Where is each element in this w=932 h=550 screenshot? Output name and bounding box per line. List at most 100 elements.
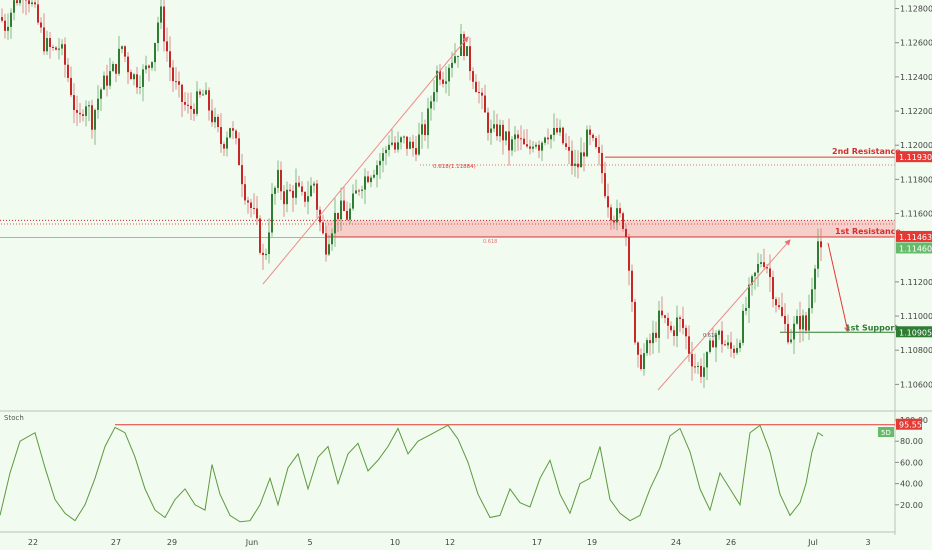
candle-body [820,241,822,248]
price-tick-label: 1.12600 [900,39,932,48]
candle-body [397,142,399,150]
candle-body [415,148,417,155]
candle-body [382,153,384,161]
candle-body [355,190,357,194]
time-tick-label: 27 [111,538,121,547]
time-tick-label: 29 [167,538,177,547]
stoch-line [0,424,824,523]
candle-body [505,131,507,141]
price-tick-label: 1.10600 [900,380,932,389]
candle-body [193,108,195,114]
candle-body [136,74,138,88]
price-tick-label: 1.12000 [900,141,932,150]
stoch-tick-label: 80.00 [900,437,923,446]
candle-body [448,67,450,82]
candle-body [748,284,750,308]
candle-body [736,348,738,353]
candle-body [595,138,597,148]
resistance-1-price-box [896,230,932,242]
uptrend-arrow-1 [262,36,469,285]
candle-body [181,84,183,103]
candle-body [109,71,111,86]
candle-body [700,365,702,377]
candle-body [739,342,741,349]
stoch-title: Stoch [4,414,24,422]
candle-body [661,310,663,316]
candle-body [262,252,264,256]
candle-body [814,268,816,290]
candle-body [196,91,198,114]
candle-body [709,340,711,352]
candle-body [361,189,363,191]
support-price: 1.10905 [899,328,932,337]
price-tick-label: 1.11800 [900,175,932,184]
candle-body [601,152,603,174]
candle-body [118,48,120,74]
resistance-zone [325,220,895,237]
candle-body [547,137,549,140]
candle-body [433,92,435,102]
candle-body [445,81,447,84]
candle-body [85,106,87,116]
candle-body [586,129,588,157]
candle-body [568,146,570,151]
candle-body [442,79,444,84]
candle-body [139,86,141,88]
candle-body [763,262,765,267]
candle-body [526,144,528,147]
candle-body [256,208,258,219]
candle-body [589,129,591,135]
candle-body [385,149,387,154]
candle-body [757,263,759,273]
candle-body [430,101,432,109]
candle-body [124,46,126,57]
candle-body [664,315,666,318]
candle-body [331,233,333,245]
candle-body [304,191,306,202]
candle-body [202,94,204,96]
candle-body [265,254,267,256]
candle-body [514,134,516,140]
candle-body [793,323,795,340]
candle-body [673,330,675,336]
candle-body [607,196,609,208]
candle-body [760,262,762,264]
candle-body [745,307,747,311]
candle-body [466,46,468,57]
resistance-1-label: 1st Resistance [835,227,901,236]
candle-body [358,190,360,192]
candle-body [400,137,402,143]
candle-body [622,213,624,229]
candle-body [295,182,297,198]
candle-body [370,177,372,183]
time-tick-label: Jul [807,538,818,547]
candle-body [679,317,681,319]
price-tick-label: 1.12800 [900,5,932,14]
candle-body [676,317,678,336]
candle-body [49,38,51,48]
candle-body [787,323,789,343]
time-tick-label: Jun [245,538,259,547]
price-axis[interactable]: 1.12800 1.12600 1.12400 1.12200 1.12000 1.118… [894,0,932,535]
candle-body [19,0,21,4]
candle-body [31,2,33,5]
resistance-2-price: 1.11930 [899,153,932,162]
candle-body [154,43,156,63]
candle-body [541,142,543,151]
candle-body [478,92,480,94]
candle-body [112,63,114,72]
stoch-tick-label: 20.00 [900,501,923,510]
candle-body [166,41,168,52]
candle-body [13,0,15,13]
candle-body [169,51,171,68]
candle-body [778,305,780,308]
candle-body [76,110,78,113]
time-tick-label: 24 [671,538,681,547]
candle-body [502,124,504,141]
candle-body [103,75,105,90]
time-tick-label: 12 [445,538,455,547]
candle-body [298,182,300,187]
time-axis[interactable]: 22 27 29 Jun 5 10 12 17 19 24 26 Jul 3 [28,538,871,547]
candle-body [556,127,558,133]
candle-body [469,46,471,72]
